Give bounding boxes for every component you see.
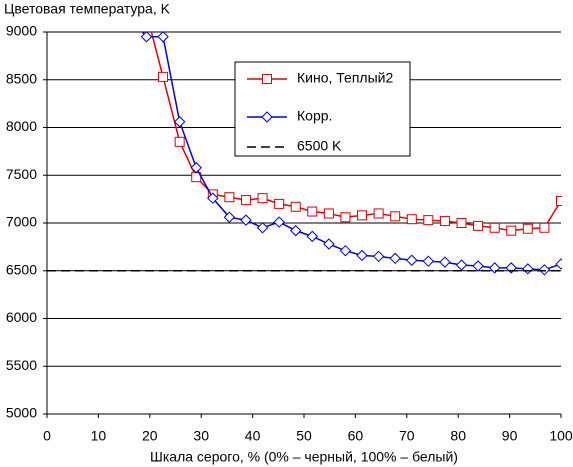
marker xyxy=(472,260,484,272)
marker xyxy=(373,208,384,219)
x-tick-label: 0 xyxy=(43,428,51,444)
marker xyxy=(339,244,352,257)
marker xyxy=(423,215,434,226)
marker xyxy=(173,116,186,128)
marker xyxy=(422,255,435,267)
marker xyxy=(174,136,185,147)
x-tick-label: 10 xyxy=(91,428,107,444)
plot-area xyxy=(47,32,562,276)
x-tick-label: 30 xyxy=(193,428,209,444)
marker xyxy=(223,211,236,223)
marker xyxy=(455,259,468,271)
x-tick-label: 40 xyxy=(245,428,261,444)
marker xyxy=(406,254,418,266)
marker xyxy=(256,222,269,234)
marker xyxy=(340,212,351,223)
y-tick-label: 7000 xyxy=(6,214,37,230)
marker xyxy=(290,201,301,212)
marker xyxy=(506,225,517,236)
marker xyxy=(207,192,219,204)
marker xyxy=(522,223,533,234)
marker xyxy=(539,222,550,233)
y-tick-label: 7500 xyxy=(6,166,37,182)
marker xyxy=(240,195,251,206)
marker xyxy=(489,222,500,233)
marker xyxy=(356,249,368,262)
x-tick-label: 50 xyxy=(296,428,312,444)
marker xyxy=(372,250,385,263)
y-tick-label: 5500 xyxy=(6,357,37,373)
marker xyxy=(240,214,252,226)
marker xyxy=(140,32,153,43)
marker xyxy=(556,196,562,207)
legend-label: Кино, Теплый2 xyxy=(297,70,393,86)
legend-marker xyxy=(261,111,273,123)
x-tick-label: 80 xyxy=(450,428,466,444)
marker xyxy=(439,216,450,227)
y-tick-label: 9000 xyxy=(6,23,37,39)
y-tick-label: 6500 xyxy=(6,261,37,277)
legend-label: 6500 K xyxy=(297,138,342,154)
marker xyxy=(555,258,562,270)
y-tick-label: 5000 xyxy=(6,405,37,421)
marker xyxy=(290,224,302,237)
legend-label: Корр. xyxy=(297,108,332,124)
legend-marker xyxy=(262,74,272,84)
marker xyxy=(505,262,517,274)
marker xyxy=(273,216,285,228)
marker xyxy=(306,230,318,243)
y-tick-label: 8500 xyxy=(6,70,37,86)
chart-title: Цветовая температура, K xyxy=(4,1,171,17)
y-tick-label: 8000 xyxy=(6,118,37,134)
x-tick-label: 70 xyxy=(399,428,415,444)
x-tick-label: 90 xyxy=(502,428,518,444)
marker xyxy=(522,263,534,275)
marker xyxy=(257,193,268,204)
marker xyxy=(456,218,467,228)
x-tick-label: 20 xyxy=(142,428,158,444)
marker xyxy=(274,198,285,209)
marker xyxy=(389,252,401,265)
marker xyxy=(307,206,318,217)
marker xyxy=(323,208,334,219)
y-tick-label: 6000 xyxy=(6,309,37,325)
marker xyxy=(473,220,484,231)
marker xyxy=(357,210,368,221)
marker xyxy=(406,214,417,225)
marker xyxy=(190,161,202,174)
marker xyxy=(158,71,169,82)
x-tick-label: 100 xyxy=(549,428,573,444)
x-tick-label: 60 xyxy=(348,428,364,444)
x-axis-label: Шкала серого, % (0% – черный, 100% – бел… xyxy=(150,449,458,465)
marker xyxy=(157,32,169,43)
marker xyxy=(390,211,401,222)
marker xyxy=(224,192,235,203)
marker xyxy=(439,256,451,268)
marker xyxy=(538,264,551,276)
marker xyxy=(323,238,335,250)
